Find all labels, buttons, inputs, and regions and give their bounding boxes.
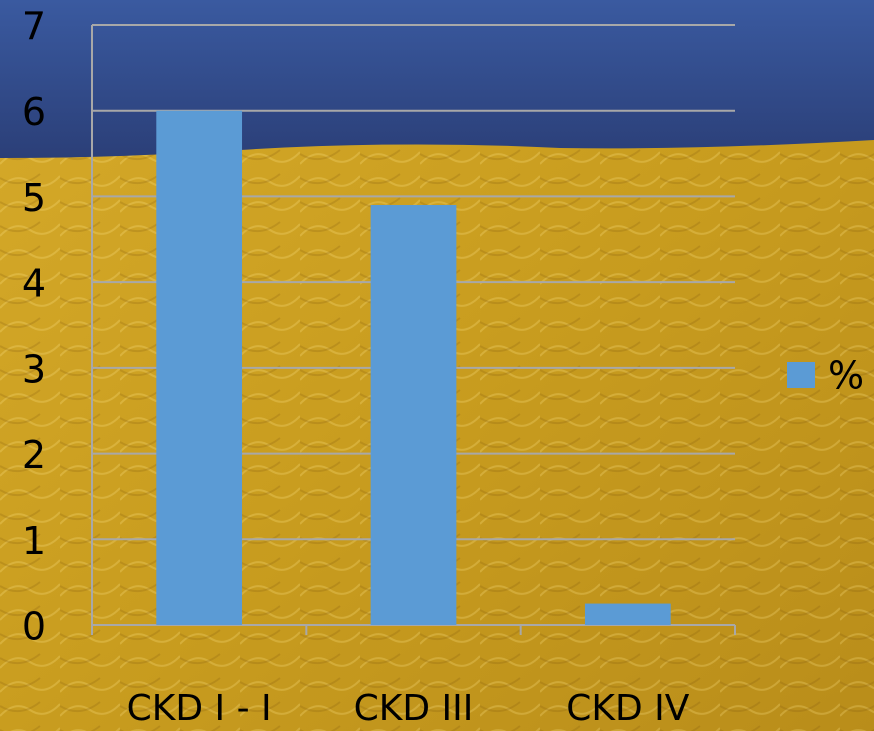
y-tick-label: 5	[22, 176, 46, 220]
y-tick-label: 4	[22, 262, 46, 306]
y-tick-label: 6	[22, 90, 46, 134]
x-tick-label: CKD IV	[566, 688, 690, 729]
bar	[584, 603, 671, 625]
bar	[370, 205, 457, 625]
y-tick-label: 0	[22, 605, 46, 649]
y-tick-label: 2	[22, 433, 46, 477]
y-tick-label: 3	[22, 347, 46, 391]
background-sky	[0, 0, 874, 158]
bar	[156, 110, 243, 625]
x-tick-label: CKD III	[354, 688, 474, 729]
y-tick-label: 1	[22, 519, 46, 563]
legend-label: %	[828, 354, 864, 398]
x-tick-label: CKD I - I	[127, 688, 272, 729]
legend-swatch	[787, 362, 815, 388]
y-tick-label: 7	[22, 5, 46, 49]
